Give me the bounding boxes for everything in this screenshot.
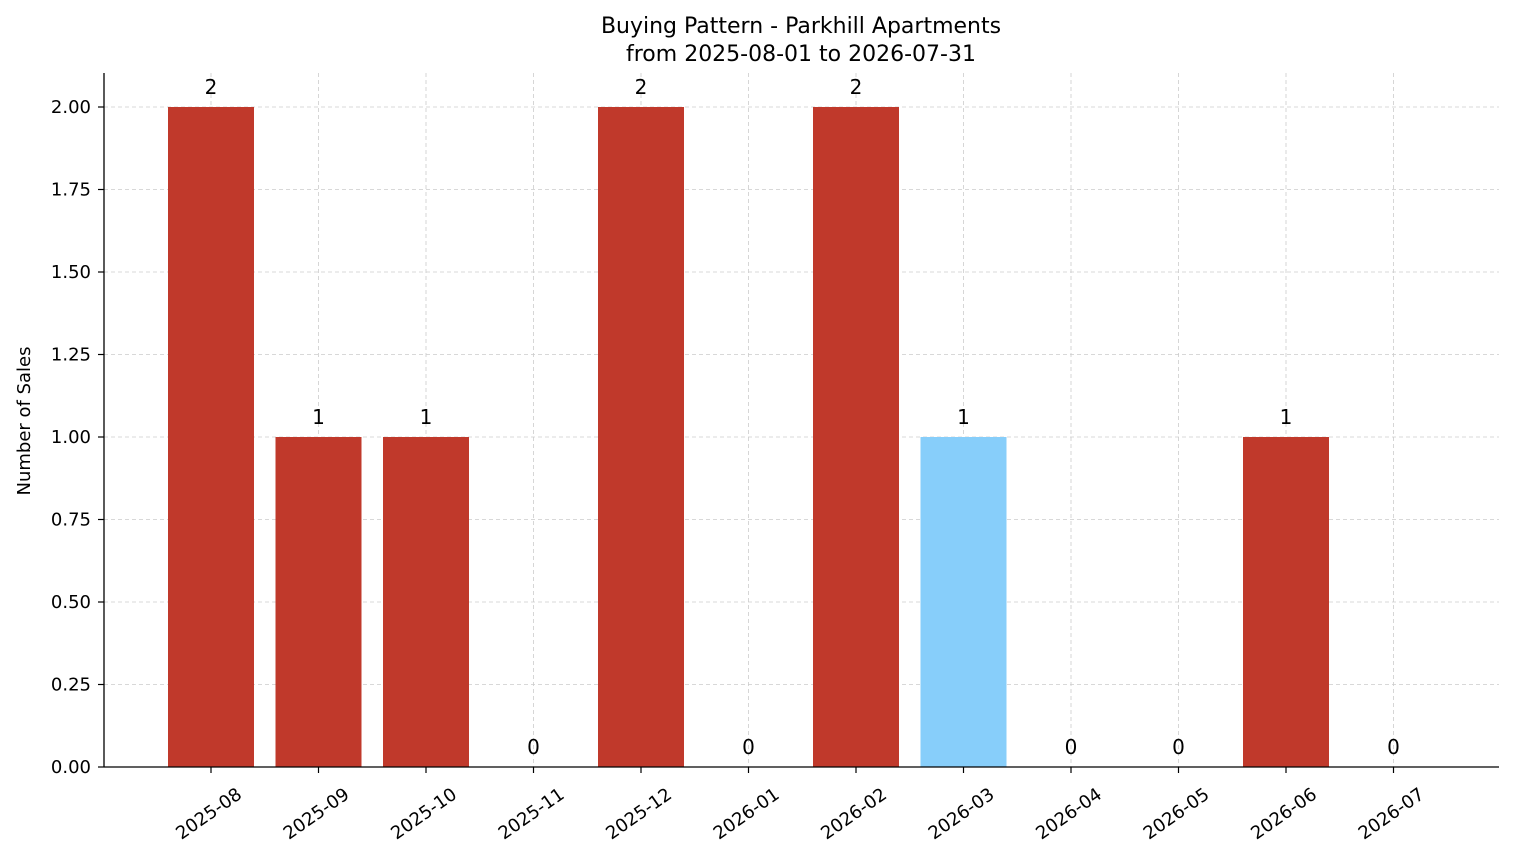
y-tick-label: 1.50 [51,262,91,283]
x-tick-label: 2026-05 [1140,784,1214,844]
y-tick-label: 1.25 [51,345,91,366]
bars [168,107,1329,767]
bar-value-label: 0 [1172,735,1185,759]
x-tick-label: 2025-09 [280,784,354,844]
bar-2025-12 [598,107,684,767]
bar-value-label: 0 [742,735,755,759]
bar-value-label: 0 [1387,735,1400,759]
x-tick-label: 2026-06 [1247,784,1321,844]
y-tick-label: 0.25 [51,675,91,696]
bar-value-label: 1 [1280,405,1293,429]
bar-2025-09 [275,437,362,767]
x-tick-label: 2026-01 [710,784,784,844]
bar-value-label: 2 [850,75,863,99]
chart-subtitle: from 2025-08-01 to 2026-07-31 [626,42,976,67]
bar-labels: 2 1 1 0 2 0 2 1 0 0 1 0 [205,75,1400,759]
bar-value-label: 1 [420,405,433,429]
bar-value-label: 2 [205,75,218,99]
bar-2025-08 [168,107,254,767]
y-tick-label: 0.50 [51,592,91,613]
y-tick-label: 2.00 [51,97,91,118]
bar-2026-06 [1243,437,1329,767]
y-axis-ticks: 0.00 0.25 0.50 0.75 1.00 1.25 1.50 1.75 2.00 [51,97,104,778]
bar-2026-02 [813,107,899,767]
x-tick-label: 2026-04 [1032,784,1106,844]
x-tick-label: 2026-03 [925,784,999,844]
x-tick-label: 2025-12 [602,784,676,844]
y-tick-label: 0.75 [51,510,91,531]
bar-value-label: 1 [957,405,970,429]
x-axis-ticks: 2025-08 2025-09 2025-10 2025-11 2025-12 2026-… [172,767,1428,844]
x-tick-label: 2026-02 [817,784,891,844]
y-axis-label: Number of Sales [14,346,35,495]
x-tick-label: 2025-08 [172,784,246,844]
bar-value-label: 0 [1065,735,1078,759]
chart-title: Buying Pattern - Parkhill Apartments [601,14,1001,39]
y-tick-label: 1.00 [51,427,91,448]
bar-value-label: 0 [527,735,540,759]
bar-2025-10 [383,437,469,767]
x-tick-label: 2025-10 [387,784,461,844]
bar-value-label: 1 [312,405,325,429]
y-tick-label: 1.75 [51,180,91,201]
bar-value-label: 2 [635,75,648,99]
x-tick-label: 2026-07 [1355,784,1429,844]
x-tick-label: 2025-11 [495,784,569,844]
bar-2026-03 [920,437,1007,767]
y-tick-label: 0.00 [51,757,91,778]
